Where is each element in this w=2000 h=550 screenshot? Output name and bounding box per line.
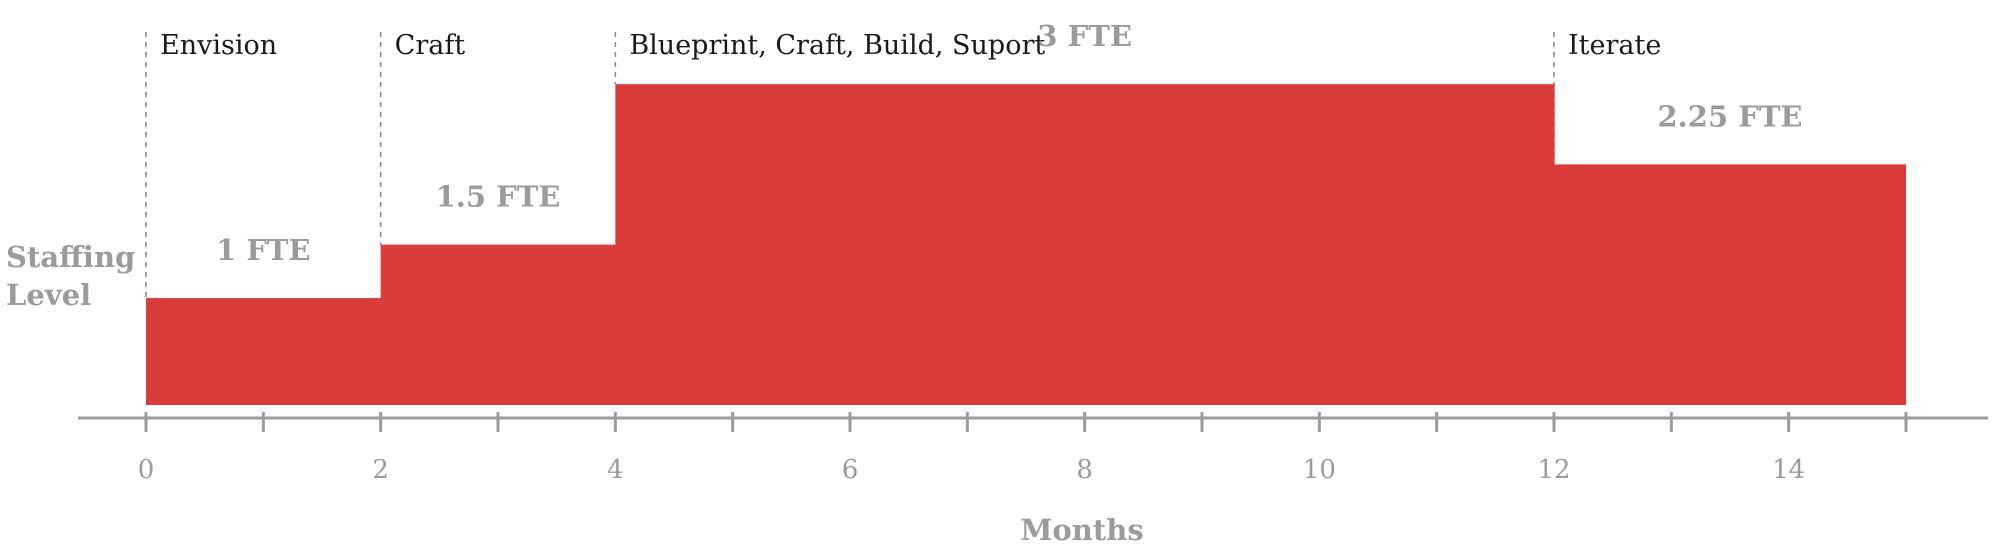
x-tick-label: 14 [1772,455,1805,485]
y-axis-title-line-1: Staffing [6,240,135,274]
phase-label: Craft [395,30,466,61]
phase-label: Iterate [1568,30,1661,61]
x-tick-label: 4 [607,455,624,485]
fte-labels: 1 FTE 1.5 FTE 3 FTE 2.25 FTE [216,19,1802,267]
fte-label: 3 FTE [1037,19,1132,53]
phase-label: Envision [160,30,277,61]
phase-label: Blueprint, Craft, Build, Suport [629,30,1045,61]
staffing-step-bar [146,298,382,405]
x-tick-label: 8 [1076,455,1093,485]
fte-label: 2.25 FTE [1658,99,1803,133]
x-tick-label: 10 [1303,455,1336,485]
phase-labels: Envision Craft Blueprint, Craft, Build, Su… [160,30,1661,61]
fte-label: 1 FTE [216,233,311,267]
staffing-step-bar [1554,164,1906,405]
fte-label: 1.5 FTE [436,180,561,214]
x-axis [78,412,1988,432]
x-tick-label: 0 [138,455,155,485]
staffing-step-bar [380,244,616,405]
staffing-step-bar [615,84,1555,406]
x-tick-label: 2 [372,455,389,485]
x-tick-label: 6 [842,455,859,485]
x-tick-label: 12 [1537,455,1570,485]
y-axis-title: Staffing Level [6,240,145,312]
y-axis-title-line-2: Level [6,278,91,312]
x-tick-labels: 0 2 4 6 8 10 12 14 [138,455,1805,485]
x-axis-title: Months [1020,513,1143,547]
staffing-areas [146,84,1906,406]
